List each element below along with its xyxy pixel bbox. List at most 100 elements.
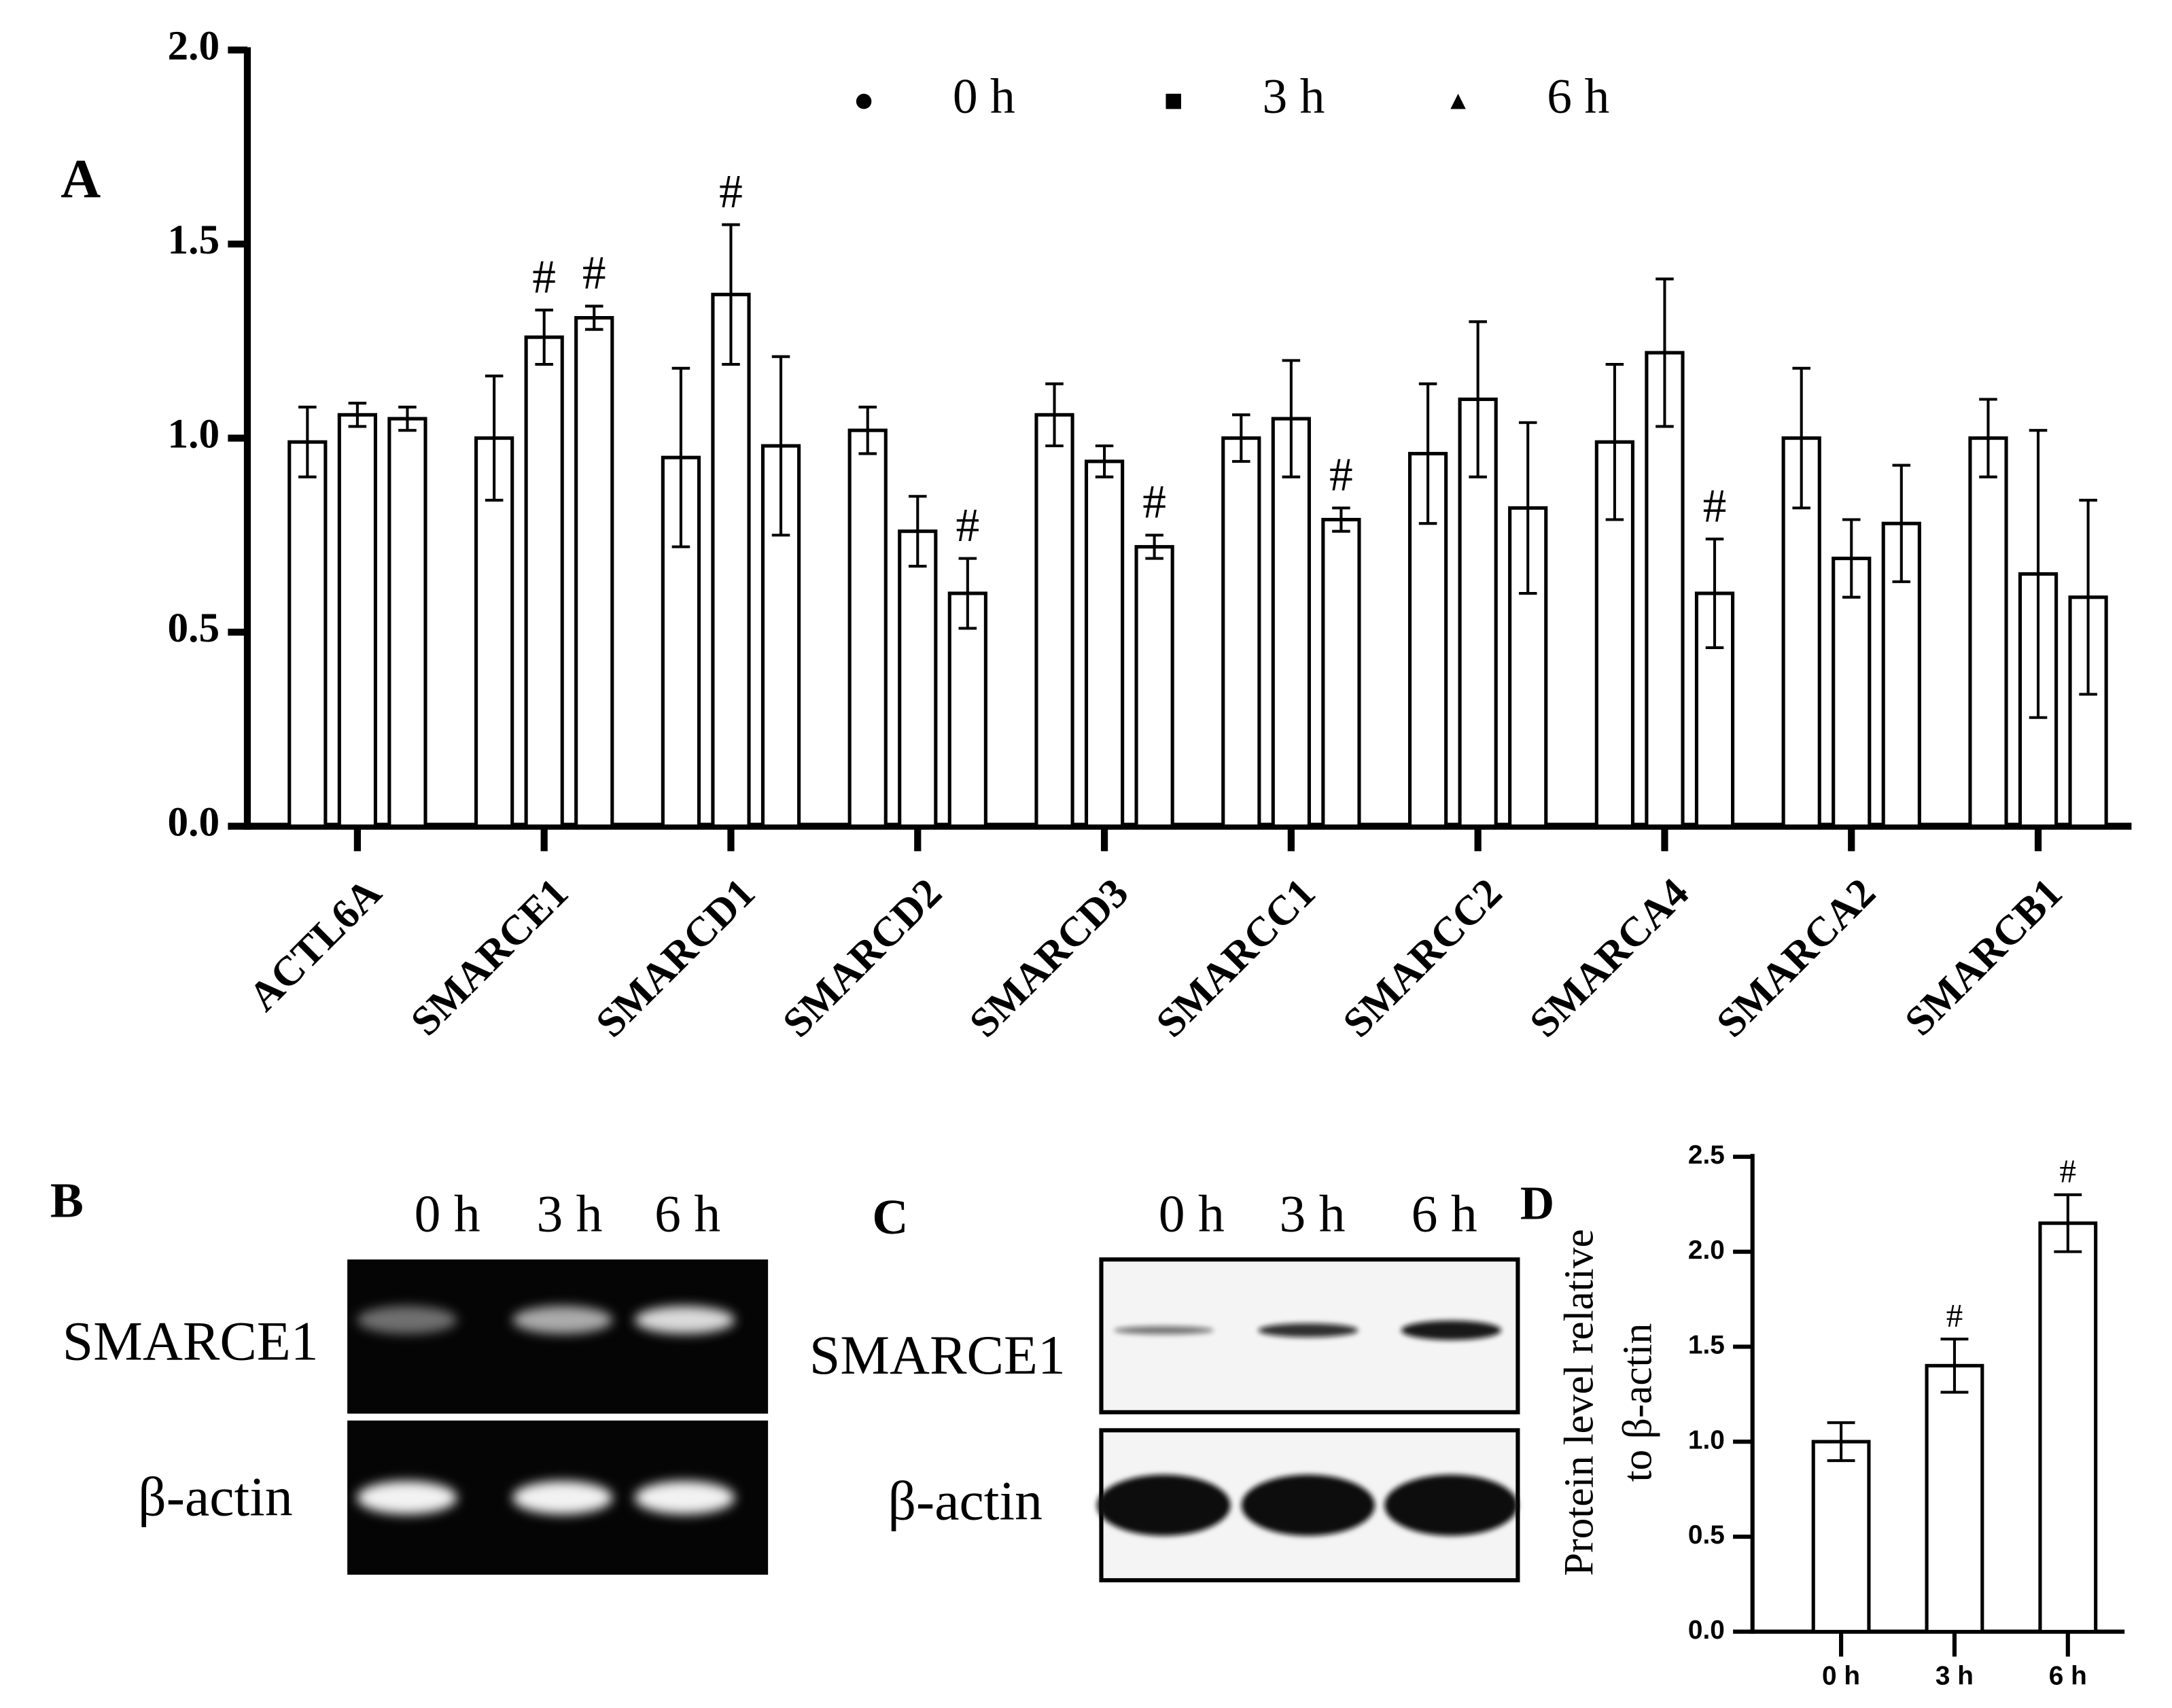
error-bar	[1827, 1421, 1855, 1463]
error-bar	[1095, 444, 1114, 478]
legend-marker	[1166, 93, 1181, 109]
y-axis-label: to β-actin	[1614, 1323, 1660, 1482]
bar	[1925, 1363, 1984, 1634]
bar	[947, 591, 987, 829]
lane-label: 6 h	[1412, 1185, 1477, 1243]
blot-band	[1113, 1326, 1214, 1335]
lane-label: 0 h	[1159, 1185, 1225, 1243]
lane-label: 3 h	[536, 1185, 602, 1243]
error-bar	[1045, 382, 1064, 448]
significance-mark: #	[1142, 476, 1166, 529]
gel-band	[512, 1306, 613, 1334]
blot-band	[1401, 1320, 1501, 1340]
y-tick-label: 1.0	[168, 411, 220, 457]
blot-band	[1258, 1323, 1359, 1338]
panel-label: A	[60, 147, 101, 209]
error-bar	[1518, 421, 1537, 595]
gel-band	[512, 1480, 613, 1514]
panel-label: B	[50, 1172, 84, 1227]
significance-mark: #	[719, 166, 743, 218]
error-bar	[1145, 534, 1163, 560]
lane-label: 3 h	[1280, 1185, 1346, 1243]
error-bar	[1656, 277, 1674, 428]
bar	[711, 292, 751, 829]
legend-label: 0 h	[953, 68, 1015, 124]
bar	[1221, 436, 1261, 829]
error-bar	[1705, 538, 1724, 650]
bar	[1034, 413, 1074, 829]
gel-band	[357, 1306, 457, 1334]
blot-band	[1241, 1474, 1375, 1536]
bar	[287, 440, 328, 829]
y-tick-label: 1.0	[1688, 1425, 1725, 1454]
bar	[1271, 417, 1311, 829]
row-label: β-actin	[138, 1465, 293, 1527]
bar	[474, 436, 514, 829]
y-tick-label: 0.5	[168, 605, 220, 651]
row-label: SMARCE1	[809, 1324, 1066, 1386]
error-bar	[1792, 366, 1810, 510]
legend-label: 3 h	[1262, 68, 1325, 124]
y-tick-label: 2.0	[168, 23, 220, 69]
bar	[1134, 544, 1174, 829]
error-bar	[1940, 1338, 1969, 1394]
y-tick-label: 0.5	[1688, 1520, 1725, 1550]
significance-mark: #	[582, 247, 606, 300]
error-bar	[535, 309, 553, 366]
error-bar	[485, 374, 504, 502]
significance-mark: #	[1329, 449, 1353, 502]
error-bar	[1892, 464, 1911, 583]
bar	[2038, 1221, 2098, 1634]
significance-mark: #	[956, 500, 979, 552]
panel-label: D	[1520, 1177, 1554, 1230]
error-bar	[1418, 382, 1437, 525]
bar	[574, 316, 614, 829]
significance-mark: #	[532, 251, 556, 303]
error-bar	[2029, 429, 2048, 719]
bar	[524, 335, 564, 829]
y-tick-label: 0.0	[1688, 1616, 1725, 1645]
blot-band	[1384, 1474, 1518, 1536]
error-bar	[398, 405, 417, 432]
row-label: SMARCE1	[63, 1310, 319, 1372]
y-tick-label: 2.0	[1688, 1236, 1725, 1265]
bar	[1832, 557, 1872, 829]
y-tick-label: 1.5	[168, 217, 220, 263]
legend-marker	[1450, 93, 1466, 109]
bar	[1968, 436, 2008, 829]
bar	[387, 417, 427, 829]
y-tick-label: 1.5	[1688, 1331, 1725, 1360]
significance-mark: #	[1946, 1297, 1963, 1334]
y-axis-label: Protein level relative	[1556, 1229, 1602, 1575]
bar	[847, 428, 888, 829]
legend-label: 6 h	[1547, 68, 1609, 124]
error-bar	[1469, 320, 1487, 478]
error-bar	[298, 405, 317, 478]
error-bar	[1842, 518, 1861, 599]
legend-marker	[856, 93, 872, 109]
bar	[1811, 1440, 1871, 1634]
lane-label: 0 h	[415, 1185, 480, 1243]
bar	[337, 413, 378, 829]
x-tick-label: 6 h	[2049, 1661, 2087, 1690]
gel-band	[357, 1480, 457, 1514]
error-bar	[348, 402, 367, 428]
lane-label: 6 h	[654, 1185, 720, 1243]
gel-image	[347, 1259, 769, 1414]
error-bar	[1605, 363, 1624, 521]
error-bar	[1332, 506, 1350, 533]
error-bar	[908, 495, 927, 568]
y-tick-label: 2.5	[1688, 1140, 1725, 1170]
bar	[1645, 351, 1685, 829]
error-bar	[958, 557, 977, 630]
error-bar	[1232, 413, 1250, 463]
error-bar	[671, 366, 690, 548]
bar	[898, 529, 938, 829]
error-bar	[858, 405, 877, 455]
row-label: β-actin	[888, 1470, 1043, 1532]
panel-label: C	[872, 1189, 908, 1244]
blot-band	[1097, 1474, 1231, 1536]
error-bar	[1282, 359, 1301, 478]
